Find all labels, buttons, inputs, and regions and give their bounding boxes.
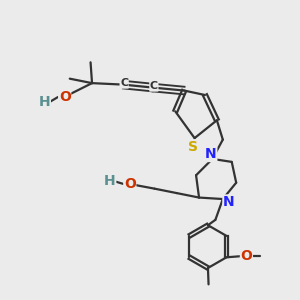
- Text: C: C: [120, 78, 128, 88]
- Text: C: C: [150, 81, 158, 91]
- Text: N: N: [223, 195, 235, 209]
- Text: O: O: [241, 248, 252, 262]
- Text: O: O: [124, 177, 136, 190]
- Text: H: H: [39, 95, 50, 110]
- Text: H: H: [104, 174, 116, 188]
- Text: N: N: [205, 148, 217, 161]
- Text: O: O: [59, 89, 70, 103]
- Text: S: S: [188, 140, 198, 154]
